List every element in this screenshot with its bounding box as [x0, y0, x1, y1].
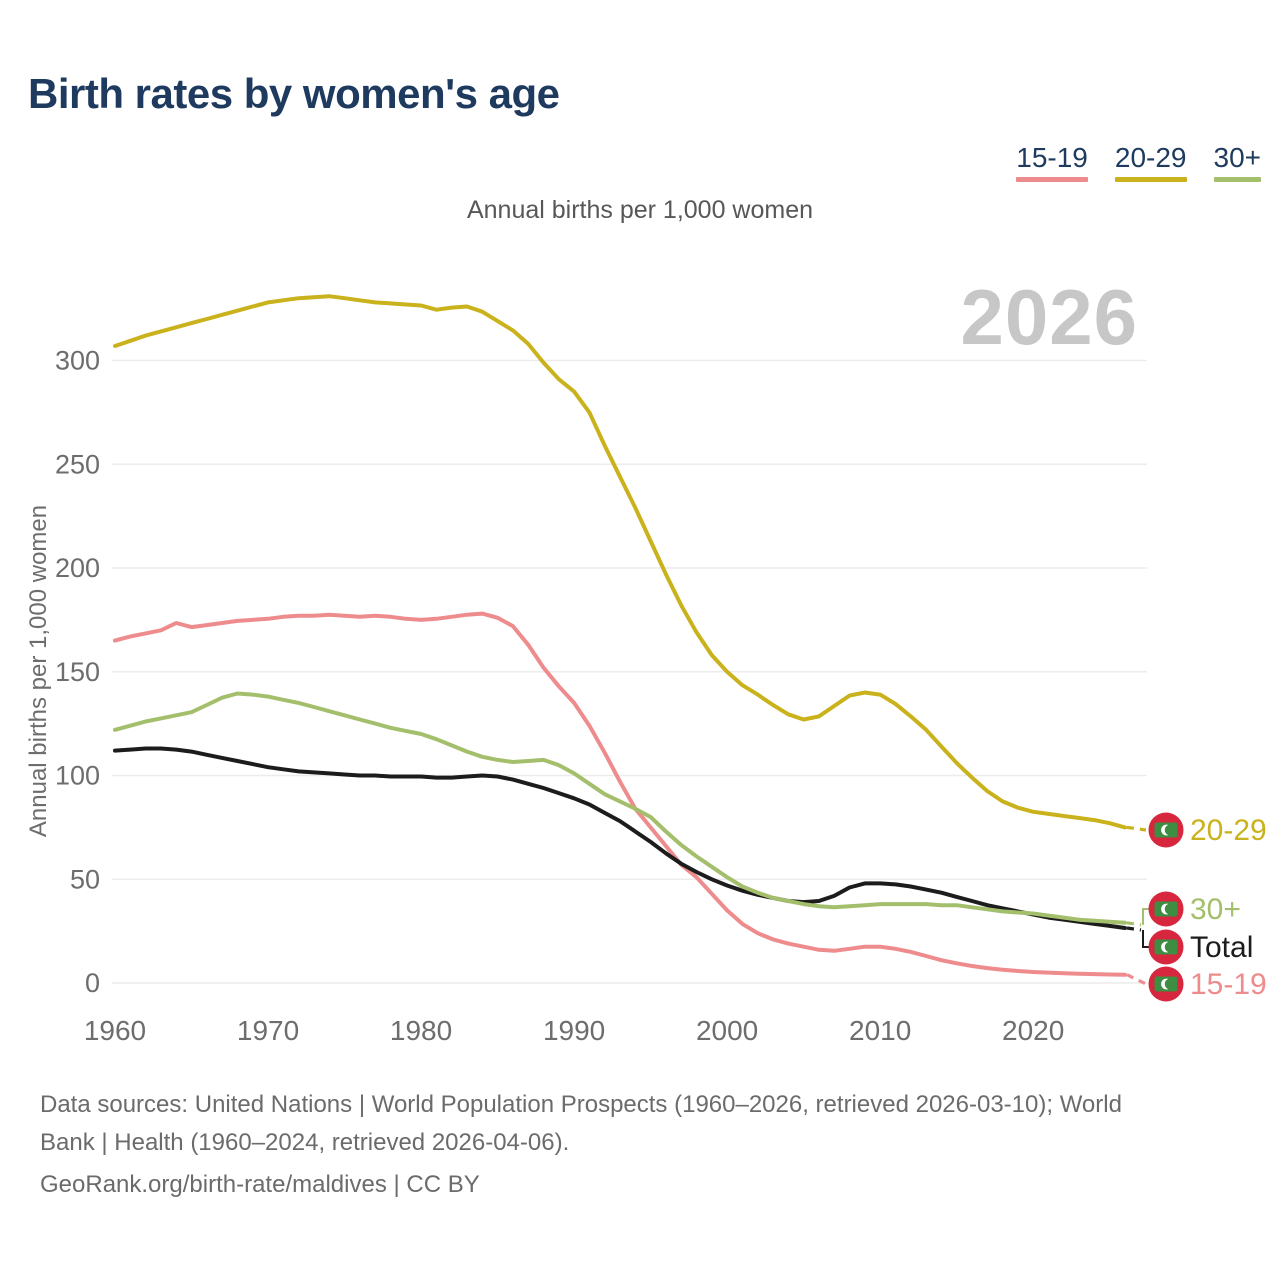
- x-tick-label-2010: 2010: [849, 1015, 911, 1046]
- maldives-flag-icon: [1148, 812, 1184, 848]
- footer: Data sources: United Nations | World Pop…: [40, 1086, 1240, 1204]
- x-tick-label-2020: 2020: [1002, 1015, 1064, 1046]
- series-line-20-29[interactable]: [113, 294, 1127, 830]
- leader-bracket-30plus: [1142, 908, 1149, 925]
- leader-bracket-Total: [1142, 930, 1149, 948]
- legend-color-underline: [1213, 177, 1261, 182]
- series-line-Total[interactable]: [113, 746, 1127, 930]
- maldives-flag-icon: [1148, 929, 1184, 965]
- x-tick-label-1980: 1980: [390, 1015, 452, 1046]
- legend-label: 20-29: [1114, 142, 1187, 173]
- year-watermark: 2026: [960, 273, 1138, 361]
- footer-data-sources-line: Data sources: United Nations | World Pop…: [40, 1091, 1122, 1118]
- leader-dash-Total: [1126, 926, 1142, 932]
- maldives-flag-icon: [1148, 966, 1184, 1002]
- series-line-30plus[interactable]: [113, 691, 1127, 925]
- line-end-label-Total: Total: [1190, 931, 1253, 964]
- legend-color-underline: [1016, 177, 1088, 182]
- legend-item-15-19[interactable]: 15-19: [1016, 142, 1088, 182]
- y-tick-label-150: 150: [55, 657, 100, 687]
- legend-item-30plus[interactable]: 30+: [1213, 142, 1262, 182]
- line-end-label-15-19: 15-19: [1190, 968, 1267, 1001]
- footer-data-sources-line: Bank | Health (1960–2024, retrieved 2026…: [40, 1129, 570, 1156]
- y-tick-label-100: 100: [55, 761, 100, 791]
- maldives-flag-icon: [1148, 891, 1184, 927]
- page-title: Birth rates by women's age: [28, 70, 560, 117]
- leader-dash-30plus: [1126, 921, 1142, 927]
- x-tick-label-2000: 2000: [696, 1015, 758, 1046]
- age-group-legend: 15-19 20-29 30+: [1016, 142, 1261, 182]
- y-tick-label-250: 250: [55, 449, 100, 479]
- legend-item-20-29[interactable]: 20-29: [1114, 142, 1187, 182]
- y-tick-label-200: 200: [55, 553, 100, 583]
- series-line-15-19[interactable]: [113, 611, 1127, 977]
- line-end-label-20-29: 20-29: [1190, 814, 1267, 847]
- x-tick-label-1970: 1970: [237, 1015, 299, 1046]
- x-tick-label-1990: 1990: [543, 1015, 605, 1046]
- legend-label: 15-19: [1016, 142, 1088, 173]
- leader-dash-20-29: [1126, 825, 1147, 832]
- line-end-label-30plus: 30+: [1190, 893, 1241, 926]
- x-tick-label-1960: 1960: [84, 1015, 146, 1046]
- legend-label: 30+: [1213, 142, 1262, 173]
- leader-dash-15-19: [1126, 973, 1147, 986]
- y-tick-label-0: 0: [85, 968, 100, 998]
- legend-color-underline: [1114, 177, 1187, 182]
- y-axis-title: Annual births per 1,000 women: [25, 505, 52, 837]
- y-tick-label-300: 300: [55, 346, 100, 376]
- y-tick-label-50: 50: [70, 864, 100, 894]
- footer-attribution-line: GeoRank.org/birth-rate/maldives | CC BY: [40, 1171, 480, 1198]
- chart-subtitle: Annual births per 1,000 women: [466, 196, 814, 224]
